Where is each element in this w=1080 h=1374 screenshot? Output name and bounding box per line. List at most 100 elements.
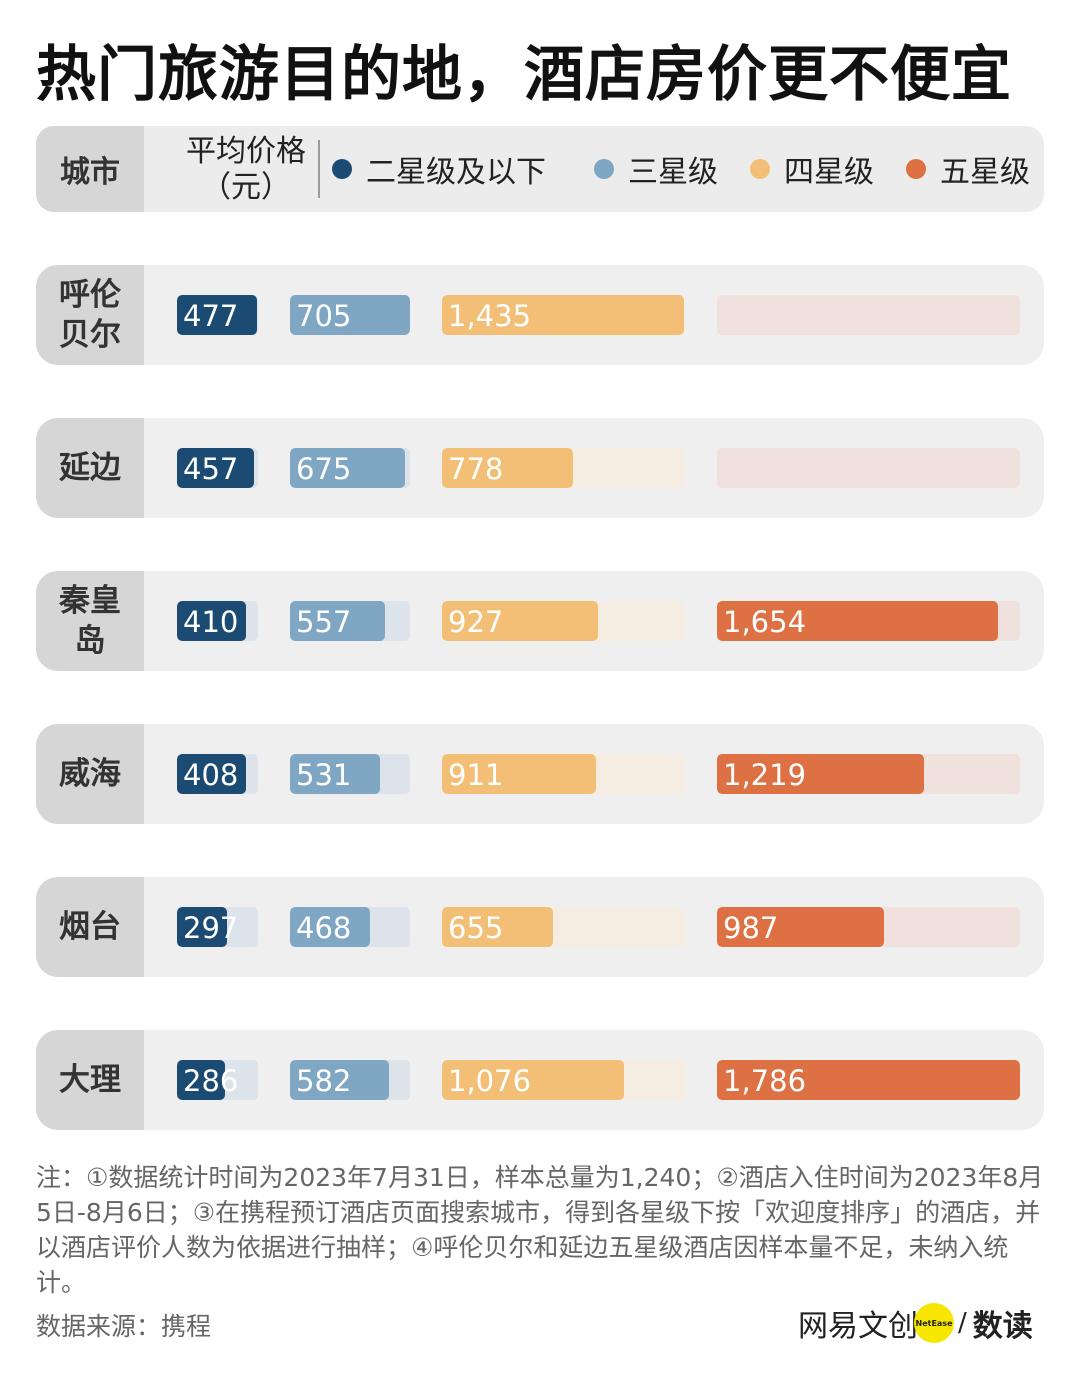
data-source: 数据来源：携程 xyxy=(36,1312,212,1341)
chart-row: 威海 408 531 911 1,219 xyxy=(36,724,1044,824)
legend-dot-five-star xyxy=(906,159,926,179)
legend-item-five-star: 五星级 xyxy=(906,153,1030,190)
avg-price-header: 平均价格 （元） xyxy=(156,134,336,206)
bar-two-star xyxy=(177,907,227,947)
bar-two-star xyxy=(177,601,246,641)
bar-track-three-star: 531 xyxy=(290,754,410,794)
bar-track-five-star: 1,654 xyxy=(717,601,1020,641)
bar-three-star xyxy=(290,907,370,947)
logo-sub: 数读 xyxy=(972,1309,1033,1344)
city-label: 呼伦 贝尔 xyxy=(36,265,144,365)
data-label-five-star: 1,786 xyxy=(723,1064,807,1098)
chart-title: 热门旅游目的地，酒店房价更不便宜 xyxy=(36,40,1012,110)
bar-track-four-star: 655 xyxy=(442,907,685,947)
bar-three-star xyxy=(290,754,380,794)
bar-track-two-star: 477 xyxy=(177,295,258,335)
bar-track-five-star: 1,219 xyxy=(717,754,1020,794)
logo-badge: NetEase xyxy=(914,1303,954,1343)
bar-track-four-star: 1,435 xyxy=(442,295,685,335)
logo-slash: / xyxy=(958,1308,967,1338)
legend-label-three-star: 三星级 xyxy=(628,155,718,190)
data-label-four-star: 1,076 xyxy=(448,1064,532,1098)
data-label-four-star: 1,435 xyxy=(448,299,532,333)
chart-row: 呼伦贝尔 477 705 1,435 xyxy=(36,265,1044,365)
bar-track-three-star: 557 xyxy=(290,601,410,641)
data-label-five-star: 1,654 xyxy=(723,605,807,639)
data-label-three-star: 468 xyxy=(296,911,352,945)
city-label: 大理 xyxy=(36,1030,144,1130)
data-label-two-star: 477 xyxy=(183,299,239,333)
bar-three-star xyxy=(290,448,405,488)
data-label-two-star: 297 xyxy=(183,911,239,945)
bar-track-five-star: 987 xyxy=(717,907,1020,947)
data-label-four-star: 911 xyxy=(448,758,504,792)
bar-track-three-star: 675 xyxy=(290,448,410,488)
city-label-line: 烟台 xyxy=(59,909,121,945)
bar-track-three-star: 582 xyxy=(290,1060,410,1100)
data-label-three-star: 557 xyxy=(296,605,352,639)
table-header: 城市 平均价格 （元） 二星级及以下 三星级 四星级 五星级 xyxy=(36,126,1044,212)
data-label-four-star: 927 xyxy=(448,605,504,639)
bar-track-three-star: 468 xyxy=(290,907,410,947)
data-label-four-star: 778 xyxy=(448,452,504,486)
legend-item-four-star: 四星级 xyxy=(750,153,874,190)
logo-brand: 网易文创 xyxy=(798,1309,918,1344)
bar-five-star xyxy=(717,907,884,947)
chart-row: 延边 457 675 778 xyxy=(36,418,1044,518)
data-label-three-star: 675 xyxy=(296,452,352,486)
city-label: 秦皇岛 xyxy=(36,571,144,671)
legend-item-two-star: 二星级及以下 xyxy=(332,153,546,190)
data-label-two-star: 457 xyxy=(183,452,239,486)
bar-four-star xyxy=(442,907,553,947)
city-column-header: 城市 xyxy=(36,126,144,212)
city-label: 烟台 xyxy=(36,877,144,977)
data-label-four-star: 655 xyxy=(448,911,504,945)
bar-track-four-star: 927 xyxy=(442,601,685,641)
bar-five-star xyxy=(717,1060,1020,1100)
legend-label-five-star: 五星级 xyxy=(940,155,1030,190)
legend-dot-two-star xyxy=(332,159,352,179)
bar-track-two-star: 457 xyxy=(177,448,258,488)
bar-three-star xyxy=(290,1060,389,1100)
bar-track-two-star: 286 xyxy=(177,1060,258,1100)
city-label-line: 呼伦 xyxy=(59,277,121,313)
bar-five-star xyxy=(717,601,998,641)
bar-track-three-star: 705 xyxy=(290,295,410,335)
bar-four-star xyxy=(442,1060,624,1100)
data-label-two-star: 410 xyxy=(183,605,239,639)
bar-five-star xyxy=(717,754,924,794)
bar-two-star xyxy=(177,754,246,794)
bar-track-five-star: 1,786 xyxy=(717,1060,1020,1100)
legend-item-three-star: 三星级 xyxy=(594,153,718,190)
bar-track-four-star: 778 xyxy=(442,448,685,488)
legend-label-two-star: 二星级及以下 xyxy=(366,155,546,190)
header-divider xyxy=(318,140,320,198)
bar-two-star xyxy=(177,448,254,488)
city-label: 威海 xyxy=(36,724,144,824)
bar-track-two-star: 410 xyxy=(177,601,258,641)
legend-dot-three-star xyxy=(594,159,614,179)
footnote: 注：①数据统计时间为2023年7月31日，样本总量为1,240；②酒店入住时间为… xyxy=(36,1163,1044,1297)
legend-dot-four-star xyxy=(750,159,770,179)
chart-row: 秦皇岛 410 557 927 1,654 xyxy=(36,571,1044,671)
avg-price-unit: （元） xyxy=(201,170,291,205)
bar-track-four-star: 1,076 xyxy=(442,1060,685,1100)
avg-price-label: 平均价格 xyxy=(186,134,306,169)
bar-four-star xyxy=(442,448,573,488)
city-label-line: 延边 xyxy=(59,450,121,486)
data-label-two-star: 286 xyxy=(183,1064,239,1098)
city-label-line: 秦皇岛 xyxy=(59,583,121,659)
bar-track-two-star: 297 xyxy=(177,907,258,947)
chart-row: 大理 286 582 1,076 1,786 xyxy=(36,1030,1044,1130)
city-label-line: 贝尔 xyxy=(59,317,121,353)
data-label-three-star: 531 xyxy=(296,758,352,792)
bar-two-star xyxy=(177,295,257,335)
bar-four-star xyxy=(442,601,598,641)
bar-four-star xyxy=(442,295,684,335)
city-label-line: 威海 xyxy=(59,756,121,792)
city-label: 延边 xyxy=(36,418,144,518)
data-label-five-star: 1,219 xyxy=(723,758,807,792)
bar-track-five-star xyxy=(717,448,1020,488)
data-label-three-star: 705 xyxy=(296,299,352,333)
bar-four-star xyxy=(442,754,596,794)
